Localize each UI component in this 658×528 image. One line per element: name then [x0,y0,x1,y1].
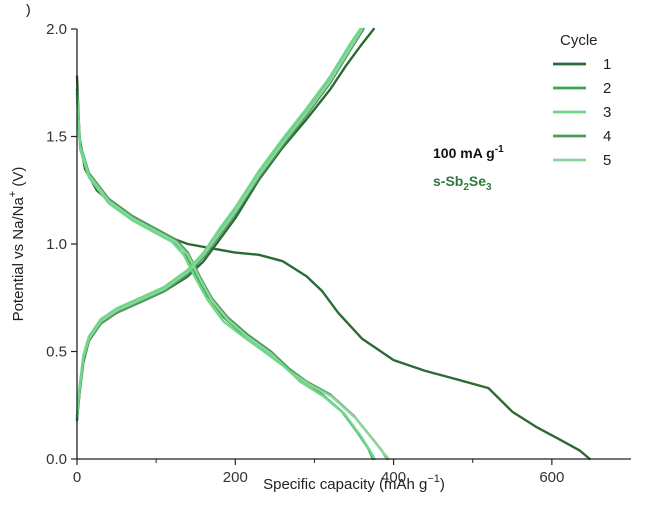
y-ticks: 0.0 0.5 1.0 1.5 2.0 [46,21,77,468]
cycle-4-charge-curve [75,27,365,420]
cycle-5-charge-curve [75,27,364,418]
plot-lines [75,27,591,461]
x-tick-label: 400 [381,469,406,486]
y-tick-label: 2.0 [46,21,67,38]
x-ticks: 0 200 400 600 [73,459,564,486]
legend-label-cycle-5: 5 [603,152,611,169]
cycle-2-charge-curve [75,27,364,418]
legend-title: Cycle [560,32,598,49]
x-axis-title: Specific capacity (mAh g−1) [263,473,445,493]
legend-label-cycle-1: 1 [603,56,611,73]
x-tick-label: 600 [539,469,564,486]
y-tick-label: 0.0 [46,451,67,468]
material-note: s-Sb2Se3 [433,173,492,193]
y-tick-label: 0.5 [46,344,67,361]
cycle-2-discharge-curve [75,92,375,461]
y-tick-label: 1.0 [46,236,67,253]
legend-label-cycle-3: 3 [603,104,611,121]
panel-label: ) [26,1,31,17]
x-tick-label: 0 [73,469,81,486]
cycle-3-charge-curve [75,27,362,418]
legend: Cycle 1 2 3 4 5 [553,32,611,169]
cycle-1-discharge-curve [75,75,591,461]
y-tick-label: 1.5 [46,129,67,146]
cycle-5-discharge-curve [75,94,390,461]
y-axis-title: Potential vs Na/Na+ (V) [7,167,27,322]
x-tick-label: 200 [223,469,248,486]
legend-label-cycle-4: 4 [603,128,611,145]
current-density-note: 100 mA g-1 [433,144,504,161]
cycle-3-discharge-curve [75,96,376,461]
legend-label-cycle-2: 2 [603,80,611,97]
